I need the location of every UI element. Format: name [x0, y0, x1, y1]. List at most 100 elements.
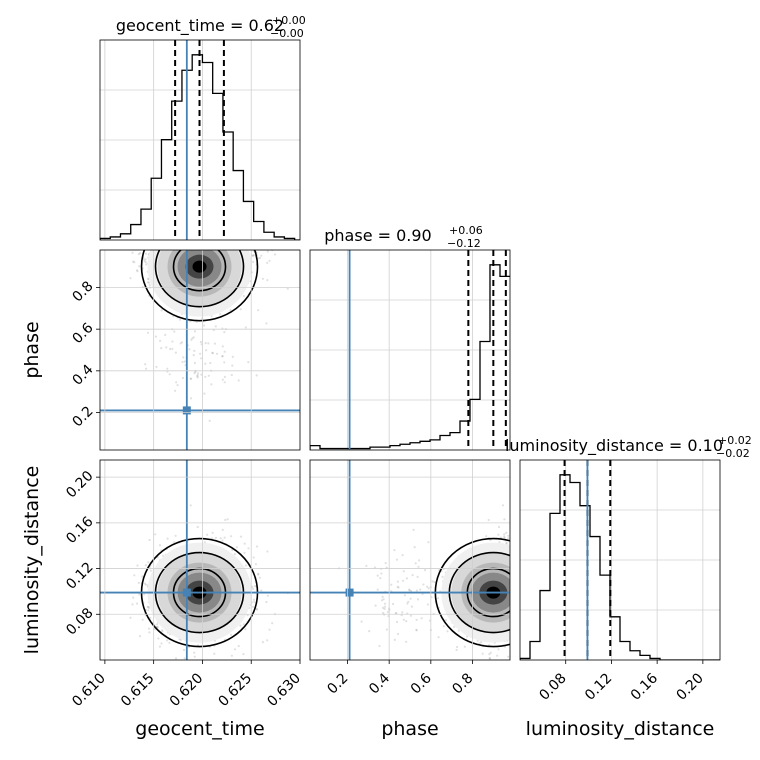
sample-point [191, 337, 194, 340]
sample-point [211, 351, 214, 354]
sample-point [386, 610, 390, 614]
sample-point [395, 620, 399, 624]
sample-point [244, 326, 247, 329]
panel-frame [99, 39, 301, 241]
sample-point [243, 542, 246, 545]
xlabel-luminosity-distance: luminosity_distance [526, 718, 715, 740]
sample-point [251, 585, 254, 589]
sample-point [183, 360, 186, 363]
y-tick-label: 0.8 [70, 278, 97, 305]
sample-point [190, 377, 193, 380]
sample-point [129, 616, 132, 619]
x-tick-label: 0.08 [536, 670, 569, 703]
sample-point [144, 363, 147, 366]
sample-point [158, 544, 162, 547]
sample-point [214, 325, 217, 328]
sample-point [181, 376, 184, 380]
sample-point [481, 652, 484, 655]
sample-point [456, 645, 459, 649]
sample-point [192, 336, 195, 339]
sample-point [442, 625, 445, 628]
sample-point [416, 598, 420, 601]
sample-point [426, 603, 429, 606]
sample-point [446, 630, 449, 633]
sample-point [254, 563, 257, 566]
sample-point [415, 628, 418, 631]
sample-point [176, 384, 179, 387]
histogram-step [520, 474, 720, 660]
sample-point [193, 655, 196, 658]
title-phase-minus: −0.12 [447, 237, 481, 250]
sample-point [390, 583, 393, 586]
sample-point [173, 330, 176, 333]
sample-point [210, 383, 213, 386]
sample-point [155, 365, 158, 368]
sample-point [408, 589, 411, 592]
title-luminosity-distance-equals: = [664, 436, 688, 455]
sample-point [380, 572, 383, 575]
sample-point [149, 569, 152, 572]
title-phase: phase = 0.90 [324, 226, 431, 245]
sample-point [426, 585, 429, 588]
sample-point [192, 354, 195, 357]
y-tick-label: 0.20 [63, 468, 96, 501]
sample-point [221, 355, 224, 358]
sample-point [411, 574, 414, 577]
sample-point [136, 564, 139, 567]
sample-point [137, 581, 140, 585]
sample-point [503, 518, 506, 521]
title-luminosity-distance: luminosity_distance = 0.10 [505, 436, 723, 456]
sample-point [242, 623, 245, 626]
sample-point [164, 333, 167, 336]
sample-point [147, 609, 150, 612]
sample-point [265, 600, 268, 604]
sample-point [166, 639, 169, 642]
sample-point [147, 277, 150, 280]
sample-point [147, 606, 151, 610]
sample-point [156, 626, 159, 629]
sample-point [265, 322, 268, 325]
sample-point [129, 277, 132, 280]
sample-point [233, 553, 236, 556]
sample-point [383, 605, 386, 608]
sample-point [223, 331, 226, 334]
sample-point [209, 361, 212, 365]
sample-point [478, 642, 481, 645]
sample-point [132, 260, 135, 263]
title-luminosity-distance-plus: +0.02 [718, 434, 752, 447]
sample-point [487, 518, 490, 522]
sample-point [427, 587, 430, 590]
sample-point [257, 309, 260, 312]
sample-point [383, 602, 387, 605]
y-tick-label: 0.2 [70, 403, 97, 430]
sample-point [148, 631, 151, 634]
sample-point [231, 364, 234, 367]
title-geocent-time-equals: = [225, 16, 249, 35]
sample-point [166, 367, 169, 370]
sample-point [402, 570, 405, 573]
sample-point [146, 281, 149, 284]
sample-point [224, 684, 226, 686]
sample-point [373, 566, 376, 569]
sample-point [415, 618, 418, 622]
sample-point [145, 583, 148, 586]
sample-point [395, 611, 398, 615]
sample-point [393, 549, 396, 552]
sample-point [196, 375, 199, 378]
sample-point [257, 573, 260, 576]
truth-marker [182, 406, 191, 415]
sample-point [406, 602, 409, 605]
sample-point [147, 281, 151, 284]
sample-point [223, 361, 226, 364]
sample-point [453, 625, 456, 629]
sample-point [422, 583, 425, 586]
sample-point [408, 588, 411, 591]
x-tick-label: 0.16 [628, 670, 661, 703]
sample-point [143, 260, 146, 263]
sample-point [392, 602, 395, 606]
sample-point [148, 284, 151, 287]
sample-point [243, 551, 246, 554]
truth-marker [345, 588, 354, 597]
sample-point [137, 253, 140, 256]
